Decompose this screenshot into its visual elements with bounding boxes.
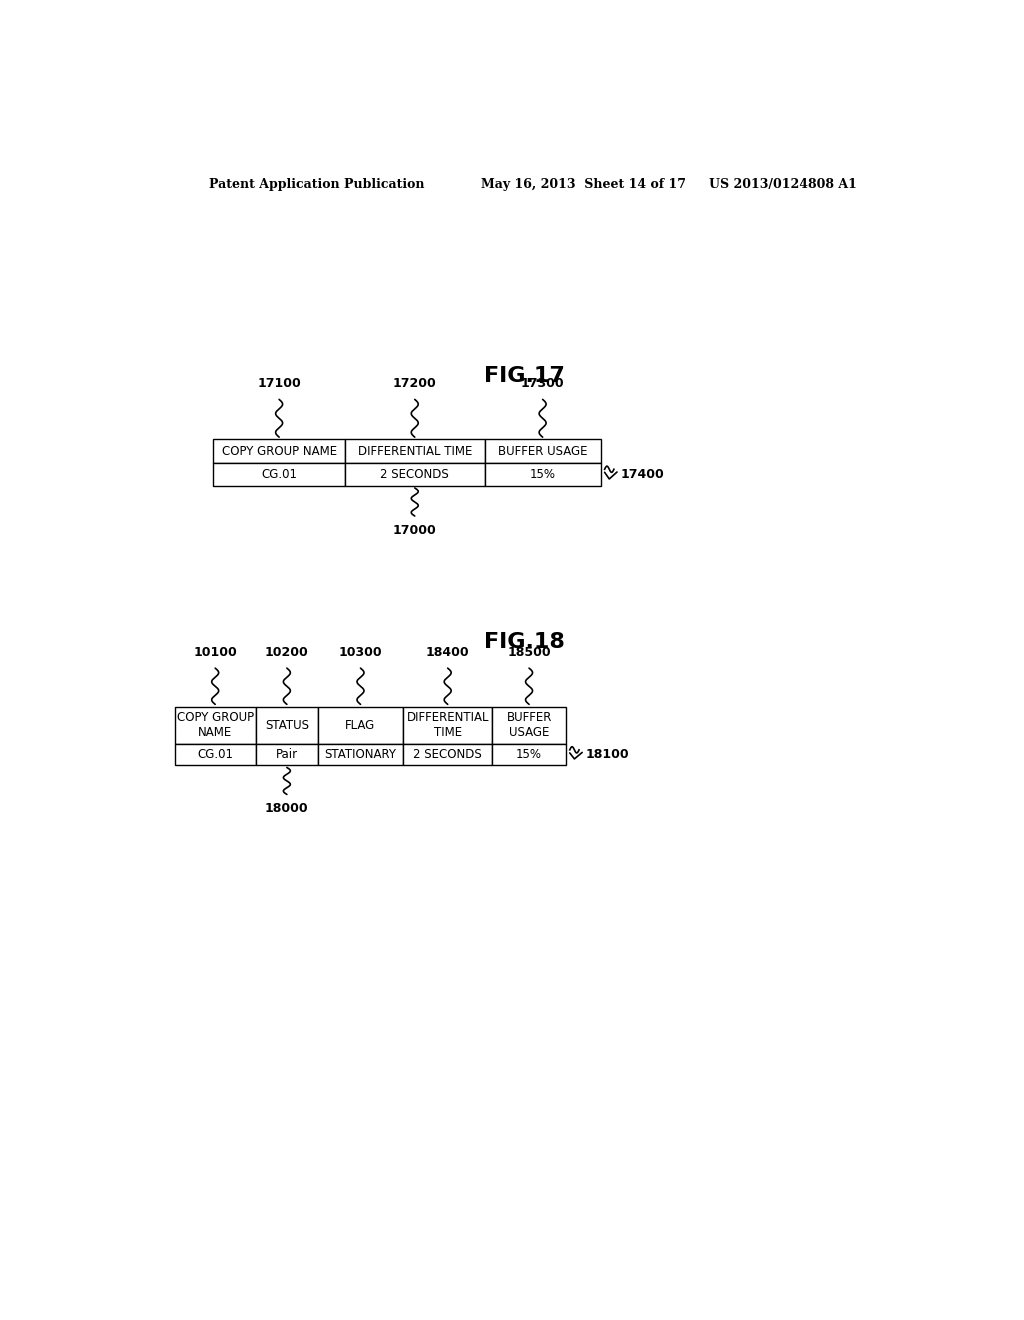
Bar	[493, 706, 566, 743]
Text: 17200: 17200	[393, 378, 436, 391]
Bar	[484, 462, 601, 486]
Text: Patent Application Publication: Patent Application Publication	[209, 178, 425, 190]
Text: May 16, 2013  Sheet 14 of 17: May 16, 2013 Sheet 14 of 17	[480, 178, 686, 190]
Text: BUFFER
USAGE: BUFFER USAGE	[507, 711, 552, 739]
Bar	[484, 440, 601, 462]
Bar	[213, 440, 345, 462]
Text: STATIONARY: STATIONARY	[325, 748, 396, 760]
Text: 10300: 10300	[339, 645, 382, 659]
Text: CG.01: CG.01	[198, 748, 233, 760]
Text: 15%: 15%	[529, 467, 556, 480]
Text: 18000: 18000	[265, 803, 308, 816]
Bar	[403, 743, 493, 766]
Text: 18500: 18500	[507, 645, 551, 659]
Text: 10200: 10200	[265, 645, 309, 659]
Text: COPY GROUP
NAME: COPY GROUP NAME	[176, 711, 254, 739]
Text: 18400: 18400	[426, 645, 469, 659]
Bar	[174, 743, 256, 766]
Text: 10100: 10100	[194, 645, 238, 659]
Bar	[345, 440, 484, 462]
Bar	[256, 706, 317, 743]
Text: CG.01: CG.01	[261, 467, 297, 480]
Text: 17100: 17100	[257, 378, 301, 391]
Bar	[493, 743, 566, 766]
Text: STATUS: STATUS	[265, 718, 309, 731]
Text: DIFFERENTIAL
TIME: DIFFERENTIAL TIME	[407, 711, 488, 739]
Bar	[213, 462, 345, 486]
Text: 17000: 17000	[393, 524, 436, 537]
Bar	[317, 706, 403, 743]
Text: COPY GROUP NAME: COPY GROUP NAME	[221, 445, 337, 458]
Text: 2 SECONDS: 2 SECONDS	[380, 467, 450, 480]
Text: 15%: 15%	[516, 748, 542, 760]
Text: 2 SECONDS: 2 SECONDS	[414, 748, 482, 760]
Bar	[345, 462, 484, 486]
Text: Pair: Pair	[275, 748, 298, 760]
Text: 17300: 17300	[521, 378, 564, 391]
Bar	[256, 743, 317, 766]
Bar	[403, 706, 493, 743]
Text: DIFFERENTIAL TIME: DIFFERENTIAL TIME	[357, 445, 472, 458]
Text: FLAG: FLAG	[345, 718, 376, 731]
Text: 17400: 17400	[621, 467, 665, 480]
Bar	[317, 743, 403, 766]
Text: FIG.17: FIG.17	[484, 367, 565, 387]
Text: US 2013/0124808 A1: US 2013/0124808 A1	[710, 178, 857, 190]
Bar	[174, 706, 256, 743]
Text: FIG.18: FIG.18	[484, 632, 565, 652]
Text: 18100: 18100	[586, 748, 630, 760]
Text: BUFFER USAGE: BUFFER USAGE	[498, 445, 588, 458]
